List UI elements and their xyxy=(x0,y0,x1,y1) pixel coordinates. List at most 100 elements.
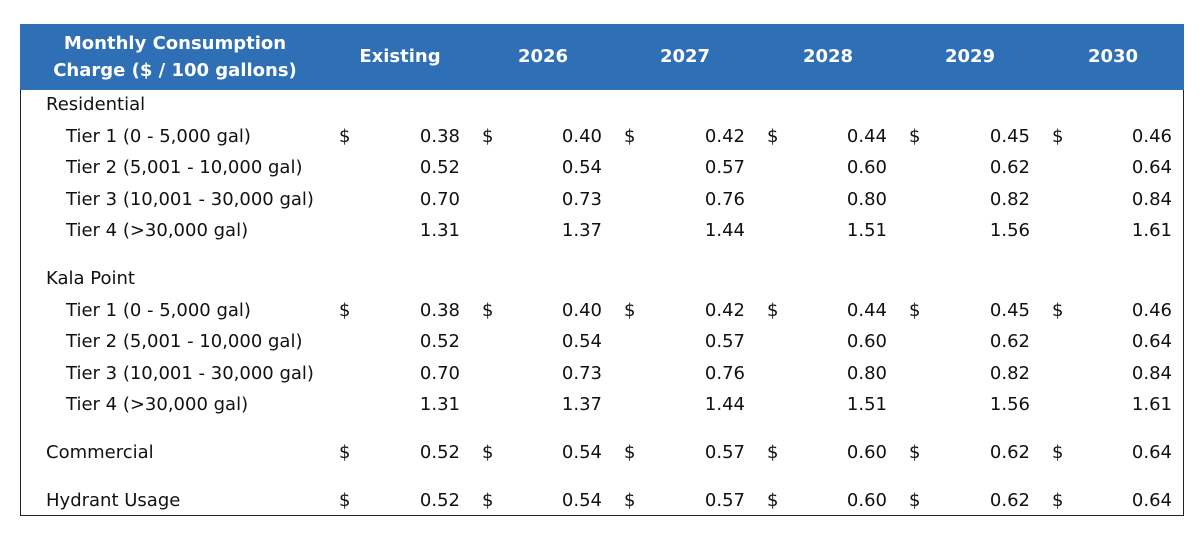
currency-sign: $ xyxy=(767,442,779,463)
cell-value: 0.57 xyxy=(704,442,745,463)
cell-value: 0.62 xyxy=(989,442,1030,463)
cell-value: 1.51 xyxy=(846,394,887,415)
cell-value: 1.56 xyxy=(989,394,1030,415)
cell-value: 0.64 xyxy=(1131,490,1172,511)
cell-value: 0.42 xyxy=(704,299,745,321)
currency-sign: $ xyxy=(624,490,636,511)
cell-value: 0.60 xyxy=(846,442,887,463)
column-header: 2029 xyxy=(944,46,996,67)
row-label: Tier 4 (>30,000 gal) xyxy=(66,220,249,241)
currency-sign: $ xyxy=(767,490,779,511)
cell-value: 0.62 xyxy=(989,490,1030,511)
cell-value: 0.57 xyxy=(704,490,745,511)
cell-value: 0.52 xyxy=(419,331,460,352)
cell-value: 1.37 xyxy=(561,394,602,415)
cell-value: 0.80 xyxy=(846,362,887,384)
column-header: 2030 xyxy=(1087,46,1139,67)
currency-sign: $ xyxy=(1052,125,1064,147)
currency-sign: $ xyxy=(767,299,779,321)
section-title: Residential xyxy=(46,94,146,115)
column-header: 2028 xyxy=(802,46,854,67)
cell-value: 1.31 xyxy=(419,394,460,415)
currency-sign: $ xyxy=(482,299,494,321)
cell-value: 1.61 xyxy=(1131,394,1172,415)
cell-value: 1.44 xyxy=(704,394,745,415)
column-header: Existing xyxy=(359,46,441,67)
row-label: Tier 2 (5,001 - 10,000 gal) xyxy=(66,331,303,352)
header-bar xyxy=(20,24,1184,90)
row-label: Tier 1 (0 - 5,000 gal) xyxy=(66,125,251,147)
row-label: Tier 4 (>30,000 gal) xyxy=(66,394,249,415)
currency-sign: $ xyxy=(909,125,921,147)
cell-value: 0.73 xyxy=(561,362,602,384)
cell-value: 1.56 xyxy=(989,220,1030,241)
cell-value: 0.44 xyxy=(846,299,887,321)
cell-value: 0.45 xyxy=(989,125,1030,147)
cell-value: 0.60 xyxy=(846,490,887,511)
currency-sign: $ xyxy=(1052,490,1064,511)
cell-value: 0.54 xyxy=(561,331,602,352)
cell-value: 0.54 xyxy=(561,490,602,511)
currency-sign: $ xyxy=(624,442,636,463)
cell-value: 0.84 xyxy=(1131,188,1172,210)
cell-value: 0.60 xyxy=(846,157,887,178)
cell-value: 0.52 xyxy=(419,442,460,463)
currency-sign: $ xyxy=(339,490,351,511)
cell-value: 0.38 xyxy=(419,125,460,147)
cell-value: 1.37 xyxy=(561,220,602,241)
currency-sign: $ xyxy=(339,299,351,321)
cell-value: 1.61 xyxy=(1131,220,1172,241)
cell-value: 0.46 xyxy=(1131,125,1172,147)
currency-sign: $ xyxy=(1052,442,1064,463)
cell-value: 0.76 xyxy=(704,188,745,210)
currency-sign: $ xyxy=(339,442,351,463)
cell-value: 0.52 xyxy=(419,157,460,178)
cell-value: 0.57 xyxy=(704,157,745,178)
column-header: 2027 xyxy=(659,46,711,67)
cell-value: 0.64 xyxy=(1131,442,1172,463)
cell-value: 0.46 xyxy=(1131,299,1172,321)
currency-sign: $ xyxy=(909,442,921,463)
cell-value: 0.70 xyxy=(419,188,460,210)
row-label: Tier 1 (0 - 5,000 gal) xyxy=(66,299,251,321)
cell-value: 0.76 xyxy=(704,362,745,384)
cell-value: 0.54 xyxy=(561,157,602,178)
cell-value: 0.52 xyxy=(419,490,460,511)
currency-sign: $ xyxy=(909,299,921,321)
column-header: 2026 xyxy=(517,46,569,67)
currency-sign: $ xyxy=(624,299,636,321)
currency-sign: $ xyxy=(624,125,636,147)
cell-value: 0.38 xyxy=(419,299,460,321)
row-label: Commercial xyxy=(46,442,154,463)
cell-value: 0.44 xyxy=(846,125,887,147)
cell-value: 0.80 xyxy=(846,188,887,210)
cell-value: 0.45 xyxy=(989,299,1030,321)
cell-value: 1.44 xyxy=(704,220,745,241)
currency-sign: $ xyxy=(482,442,494,463)
cell-value: 0.40 xyxy=(561,125,602,147)
row-label: Tier 2 (5,001 - 10,000 gal) xyxy=(66,157,303,178)
cell-value: 1.31 xyxy=(419,220,460,241)
currency-sign: $ xyxy=(1052,299,1064,321)
header-title: Monthly Consumption Charge ($ / 100 gall… xyxy=(53,33,297,81)
cell-value: 0.62 xyxy=(989,331,1030,352)
cell-value: 0.73 xyxy=(561,188,602,210)
currency-sign: $ xyxy=(909,490,921,511)
cell-value: 0.57 xyxy=(704,331,745,352)
section-title: Kala Point xyxy=(46,268,135,289)
currency-sign: $ xyxy=(339,125,351,147)
cell-value: 0.60 xyxy=(846,331,887,352)
cell-value: 0.54 xyxy=(561,442,602,463)
cell-value: 0.64 xyxy=(1131,331,1172,352)
cell-value: 0.82 xyxy=(989,188,1030,210)
row-label: Tier 3 (10,001 - 30,000 gal) xyxy=(66,188,314,210)
cell-value: 0.84 xyxy=(1131,362,1172,384)
row-label: Tier 3 (10,001 - 30,000 gal) xyxy=(66,362,314,384)
currency-sign: $ xyxy=(482,490,494,511)
cell-value: 0.40 xyxy=(561,299,602,321)
cell-value: 0.42 xyxy=(704,125,745,147)
currency-sign: $ xyxy=(482,125,494,147)
cell-value: 0.64 xyxy=(1131,157,1172,178)
cell-value: 0.62 xyxy=(989,157,1030,178)
